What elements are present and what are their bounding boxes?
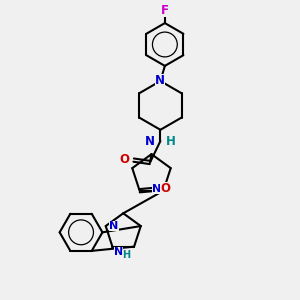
Text: H: H [122,250,130,260]
Text: O: O [160,182,170,195]
Text: H: H [166,136,175,148]
Text: N: N [152,184,161,194]
Text: N: N [155,74,165,87]
Text: N: N [109,221,119,231]
Text: N: N [145,136,155,148]
Text: F: F [161,4,169,17]
Text: N: N [114,247,124,257]
Text: O: O [119,153,130,166]
